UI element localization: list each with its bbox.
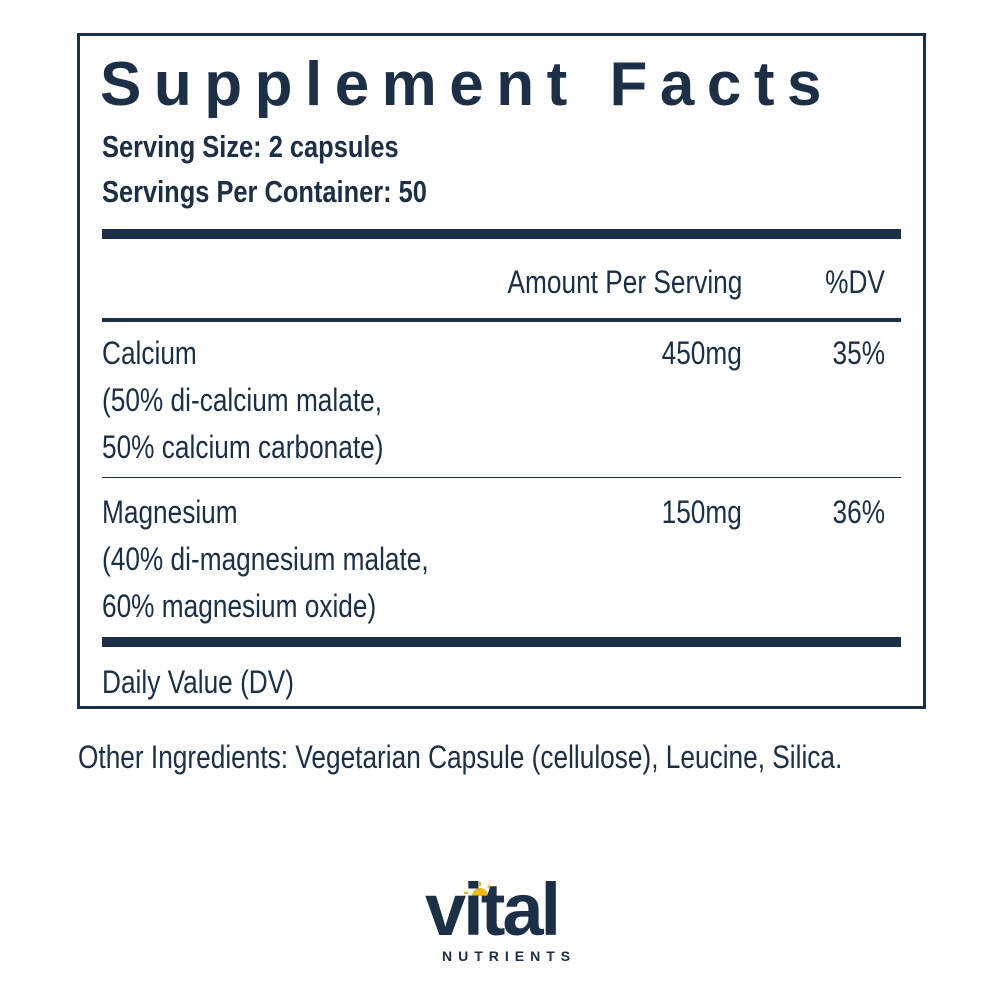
panel-title: Supplement Facts xyxy=(100,50,834,119)
header-amount: Amount Per Serving xyxy=(507,264,742,300)
logo-subtitle: NUTRIENTS xyxy=(442,948,577,964)
sun-icon xyxy=(464,882,496,896)
nutrient-name: Calcium xyxy=(102,335,197,371)
nutrient-dv: 36% xyxy=(832,494,885,530)
logo-word: vital xyxy=(425,868,561,951)
nutrient-amount: 150mg xyxy=(661,494,742,530)
other-ingredients: Other Ingredients: Vegetarian Capsule (c… xyxy=(78,739,843,775)
nutrient-detail: (40% di-magnesium malate, xyxy=(102,541,429,577)
nutrient-name: Magnesium xyxy=(102,494,238,530)
servings-per-container: Servings Per Container: 50 xyxy=(102,174,427,209)
supplement-facts-panel xyxy=(77,33,926,709)
serving-size: Serving Size: 2 capsules xyxy=(102,129,399,164)
thick-divider xyxy=(102,229,901,239)
header-dv: %DV xyxy=(825,264,885,300)
daily-value-footnote: Daily Value (DV) xyxy=(102,664,294,700)
row-divider xyxy=(102,477,901,478)
nutrient-detail: 50% calcium carbonate) xyxy=(102,429,384,465)
nutrient-amount: 450mg xyxy=(661,335,742,371)
nutrient-detail: (50% di-calcium malate, xyxy=(102,382,382,418)
header-divider xyxy=(102,318,901,322)
thick-divider xyxy=(102,637,901,647)
nutrient-detail: 60% magnesium oxide) xyxy=(102,588,377,624)
nutrient-dv: 35% xyxy=(832,335,885,371)
